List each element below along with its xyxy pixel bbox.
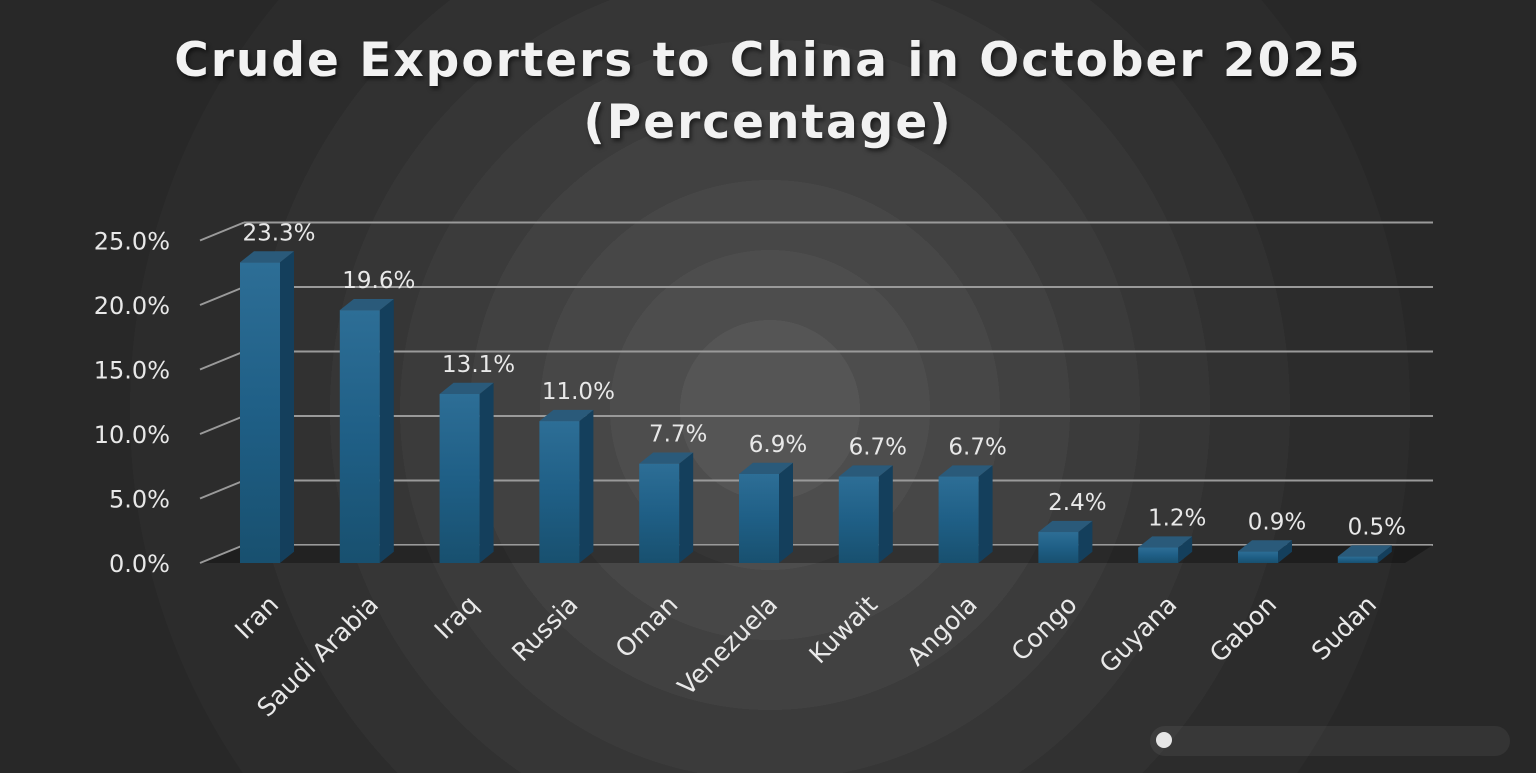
bar	[739, 462, 793, 563]
data-label: 0.9%	[1248, 509, 1306, 535]
bar-top	[1138, 536, 1193, 548]
bar-front	[1038, 532, 1079, 563]
bar-side	[280, 251, 294, 564]
data-label: 0.5%	[1348, 515, 1406, 541]
bar	[1337, 545, 1392, 563]
category-label: Angola	[901, 590, 983, 672]
bar-side	[1377, 545, 1392, 563]
y-tick-label: 15.0%	[94, 357, 170, 385]
bars	[240, 251, 1392, 564]
floor-shadow	[200, 545, 1433, 563]
bar-side	[1078, 520, 1093, 563]
bar-side	[679, 452, 694, 563]
bar-top	[838, 465, 893, 477]
data-label: 23.3%	[242, 220, 315, 246]
bar-side	[978, 465, 993, 563]
y-tick-label: 25.0%	[94, 228, 170, 256]
data-labels: 23.3% 19.6% 13.1% 11.0% 7.7% 6.9% 6.7% 6.7% 2.4%…	[242, 220, 1406, 540]
category-label: Sudan	[1306, 590, 1382, 666]
bar-top	[339, 298, 394, 311]
watermark-logo-icon	[1156, 732, 1172, 748]
data-label: 7.7%	[649, 422, 707, 448]
bar	[539, 409, 594, 563]
bar-front	[439, 394, 480, 563]
bar-top	[539, 409, 594, 422]
category-label: Kuwait	[803, 590, 883, 670]
bar-side	[878, 465, 893, 563]
bar-front	[1138, 547, 1179, 563]
bar-side	[579, 409, 594, 563]
plot-floor	[199, 544, 1433, 564]
y-tick-label: 0.0%	[109, 550, 170, 578]
gridline-diagonal	[199, 286, 245, 306]
bar	[938, 465, 993, 563]
data-label: 1.2%	[1148, 506, 1206, 532]
data-label: 6.7%	[849, 435, 907, 461]
category-label: Iran	[229, 590, 284, 645]
data-label: 6.7%	[948, 435, 1006, 461]
data-label: 13.1%	[442, 352, 515, 378]
bar-top	[439, 382, 494, 395]
bar-side	[1278, 540, 1292, 563]
bar-front	[539, 421, 580, 563]
watermark	[1150, 726, 1510, 756]
bar-front	[1337, 556, 1378, 563]
bar-top	[938, 465, 993, 477]
bar	[639, 452, 694, 563]
data-label: 19.6%	[342, 268, 415, 294]
gridline-diagonal	[199, 350, 245, 371]
bar-top	[1337, 545, 1392, 557]
y-tick-label: 10.0%	[94, 421, 170, 449]
bar	[240, 251, 294, 564]
category-label: Iraq	[429, 590, 484, 645]
gridline-diagonal	[199, 221, 245, 242]
bar-front	[339, 310, 380, 563]
bar	[838, 465, 893, 563]
bar-front	[838, 476, 879, 563]
category-label: Guyana	[1094, 590, 1183, 679]
bar-top	[1038, 520, 1093, 533]
bar-front	[938, 476, 979, 563]
bar-side	[1178, 536, 1193, 563]
bar-side	[479, 382, 494, 563]
bar-front	[1238, 551, 1278, 563]
gridline-diagonal	[199, 544, 245, 564]
category-label: Congo	[1006, 590, 1083, 667]
bar	[1238, 540, 1292, 563]
data-label: 6.9%	[749, 432, 807, 458]
bar-front	[739, 473, 779, 563]
bar-side	[779, 462, 793, 563]
category-label: Gabon	[1204, 590, 1282, 668]
bar-front	[240, 262, 280, 563]
chart-title: Crude Exporters to China in October 2025…	[174, 33, 1362, 150]
gridline-diagonal	[199, 479, 245, 500]
y-tick-label: 5.0%	[109, 486, 170, 514]
bar-top	[739, 462, 793, 474]
bar	[1138, 536, 1193, 563]
category-label: Oman	[610, 590, 684, 664]
bar-front	[639, 463, 680, 563]
bar	[339, 298, 394, 563]
bar	[439, 382, 494, 563]
category-label: Russia	[506, 590, 583, 667]
data-label: 11.0%	[542, 379, 615, 405]
y-tick-label: 20.0%	[94, 292, 170, 320]
y-axis-ticks: 0.0% 5.0% 10.0% 15.0% 20.0% 25.0%	[94, 228, 170, 579]
bar-top	[639, 452, 694, 464]
bar-top	[240, 251, 294, 263]
data-label: 2.4%	[1048, 490, 1106, 516]
bar-top	[1238, 540, 1292, 552]
bar-side	[379, 298, 394, 563]
bar	[1038, 520, 1093, 563]
gridline-diagonal	[199, 415, 245, 435]
category-label: Venezuela	[672, 590, 783, 701]
